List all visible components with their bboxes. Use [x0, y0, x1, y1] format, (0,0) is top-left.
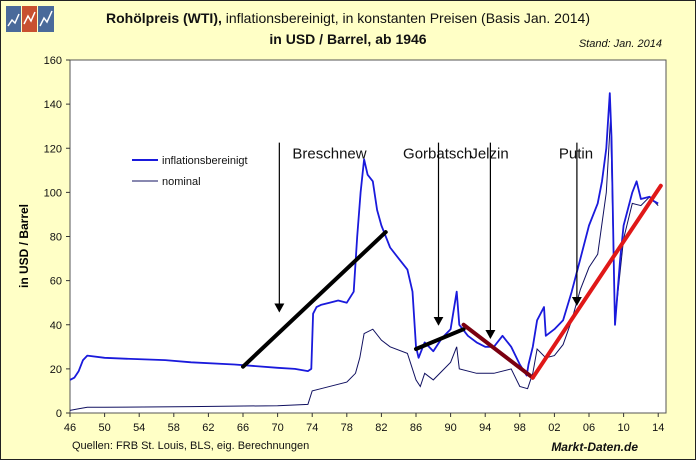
trend-line — [530, 183, 663, 380]
y-tick-label: 160 — [44, 55, 62, 67]
y-tick-label: 120 — [44, 143, 62, 155]
legend-label-inflationsbereinigt: inflationsbereinigt — [162, 155, 248, 167]
plot-area — [69, 59, 667, 414]
y-tick-label: 80 — [50, 232, 62, 244]
legend-label-nominal: nominal — [162, 176, 201, 188]
annotation-label: Breschnew — [292, 146, 366, 163]
x-tick-label: 82 — [375, 422, 387, 434]
source-note: Quellen: FRB St. Louis, BLS, eig. Berech… — [72, 440, 310, 452]
trend-layer — [241, 183, 663, 380]
annotation-label: Putin — [559, 146, 593, 163]
y-tick-label: 20 — [50, 364, 62, 376]
y-tick-label: 0 — [56, 408, 62, 420]
x-tick-label: 54 — [133, 422, 145, 434]
annotation-label: Gorbatsch — [403, 146, 472, 163]
trend-line — [241, 230, 388, 369]
y-tick-label: 60 — [50, 276, 62, 288]
title-bold: Rohölpreis (WTI), — [106, 10, 222, 26]
x-tick-label: 46 — [64, 422, 76, 434]
logo-icon — [6, 6, 54, 32]
x-tick-label: 06 — [583, 422, 595, 434]
brand-label: Markt-Daten.de — [551, 440, 638, 454]
trend-line — [461, 322, 535, 380]
chart-title: Rohölpreis (WTI), inflationsbereinigt, i… — [0, 10, 696, 26]
x-tick-label: 94 — [479, 422, 491, 434]
x-tick-label: 62 — [202, 422, 214, 434]
legend: inflationsbereinigt nominal — [132, 155, 248, 188]
x-tick-label: 50 — [98, 422, 110, 434]
x-tick-label: 58 — [168, 422, 180, 434]
y-tick-label: 40 — [50, 320, 62, 332]
x-tick-label: 78 — [341, 422, 353, 434]
x-tick-label: 10 — [617, 422, 629, 434]
x-tick-label: 86 — [410, 422, 422, 434]
x-tick-label: 90 — [444, 422, 456, 434]
x-tick-label: 98 — [514, 422, 526, 434]
series-line-nominal — [69, 117, 659, 411]
x-tick-label: 66 — [237, 422, 249, 434]
trend-line — [414, 327, 466, 352]
chart-subtitle: in USD / Barrel, ab 1946 — [269, 31, 427, 47]
stand-date: Stand: Jan. 2014 — [578, 38, 662, 50]
x-tick-label: 74 — [306, 422, 318, 434]
annotation-label: Jelzin — [470, 146, 508, 163]
x-tick-label: 70 — [271, 422, 283, 434]
y-tick-label: 100 — [44, 187, 62, 199]
x-tick-label: 14 — [652, 422, 664, 434]
title-rest: inflationsbereinigt, in konstanten Preis… — [225, 10, 590, 26]
y-tick-label: 140 — [44, 99, 62, 111]
x-tick-label: 02 — [548, 422, 560, 434]
